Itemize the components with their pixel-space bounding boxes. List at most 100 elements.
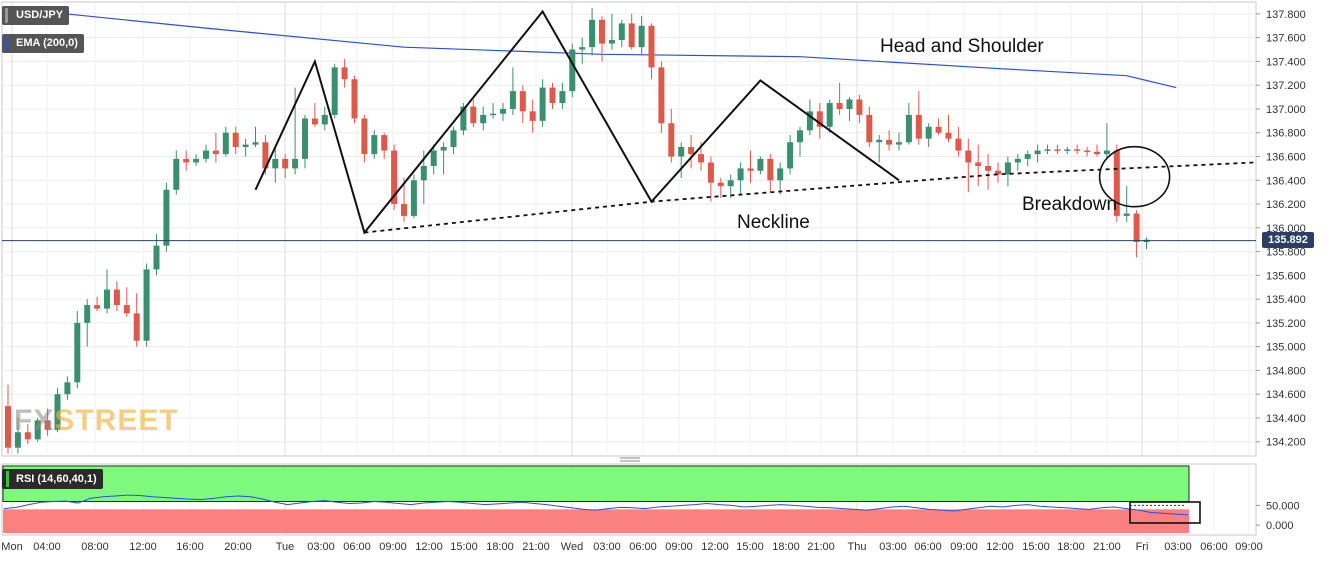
candle-bullish <box>321 114 328 125</box>
candle-bearish <box>1113 150 1120 216</box>
price-tick-label: 135.000 <box>1266 342 1306 354</box>
candle-bearish <box>24 432 31 440</box>
time-tick-label: 09:00 <box>379 541 407 553</box>
time-tick-label: 06:00 <box>914 541 942 553</box>
price-tick-label: 137.000 <box>1266 104 1306 116</box>
time-tick-label: 12:00 <box>701 541 729 553</box>
candle-bullish <box>797 130 803 143</box>
price-tick-label: 134.600 <box>1266 389 1306 401</box>
candle-bullish <box>826 103 833 127</box>
time-tick-label: 12:00 <box>415 541 443 553</box>
candle-bearish <box>985 166 992 171</box>
ema-label: EMA (200,0) <box>16 37 78 49</box>
candle-bullish <box>777 168 784 181</box>
candle-bearish <box>232 132 239 147</box>
rsi-tick-label: 0.000 <box>1266 520 1294 532</box>
candle-bullish <box>1044 149 1051 151</box>
candle-bullish <box>104 289 110 309</box>
rsi-color-bar <box>6 471 9 487</box>
time-tick-label: 03:00 <box>593 541 621 553</box>
candle-bearish <box>391 150 398 205</box>
time-tick-label: 18:00 <box>772 541 800 553</box>
candle-bullish <box>292 158 299 169</box>
time-tick-label: 12:00 <box>129 541 157 553</box>
candle-bearish <box>816 111 823 127</box>
time-tick-label: Thu <box>848 541 867 553</box>
candle-bearish <box>1084 150 1091 153</box>
candle-bearish <box>262 142 269 169</box>
candle-bullish <box>896 142 902 145</box>
watermark-part1: FX <box>14 404 55 437</box>
candle-bullish <box>14 432 21 448</box>
candle-bullish <box>500 108 506 114</box>
candle-bearish <box>935 126 942 133</box>
breakdown-annotation: Breakdown <box>1022 194 1117 215</box>
candle-bullish <box>876 139 883 143</box>
candle-bearish <box>915 114 922 139</box>
head-and-shoulders-outline <box>254 9 900 235</box>
candle-bullish <box>34 420 41 440</box>
time-tick-label: 12:00 <box>986 541 1014 553</box>
symbol-tag[interactable]: USD/JPY <box>2 6 70 25</box>
candle-bullish <box>559 91 566 104</box>
time-tick-label: 18:00 <box>1057 541 1085 553</box>
price-tick-label: 134.200 <box>1266 437 1306 449</box>
rsi-indicator-tag[interactable]: RSI (14,60,40,1) <box>2 469 103 489</box>
candle-bullish <box>1123 213 1130 216</box>
candle-bullish <box>727 180 734 187</box>
time-tick-label: 09:00 <box>665 541 693 553</box>
candle-bearish <box>836 103 843 109</box>
time-tick-label: 15:00 <box>450 541 478 553</box>
price-tick-label: 134.800 <box>1266 365 1306 377</box>
rsi-oversold-zone <box>3 509 1189 534</box>
time-tick-label: 03:00 <box>307 541 335 553</box>
time-tick-label: 09:00 <box>1235 541 1263 553</box>
candle-bearish <box>747 168 754 171</box>
candle-bearish <box>717 182 724 187</box>
candle-bearish <box>1133 213 1140 243</box>
candle-bullish <box>618 23 625 41</box>
candle-bullish <box>490 113 497 116</box>
candle-bullish <box>203 150 209 159</box>
candle-bearish <box>341 67 348 80</box>
candle-bearish <box>767 158 774 181</box>
candle-bullish <box>252 142 259 145</box>
time-tick-label: 21:00 <box>1093 541 1121 553</box>
time-tick-label: 20:00 <box>224 541 252 553</box>
candle-bearish <box>311 118 318 125</box>
candle-bearish <box>381 135 388 151</box>
candle-bullish <box>925 126 932 139</box>
candle-bearish <box>995 170 1001 175</box>
time-tick-label: 03:00 <box>879 541 907 553</box>
candle-bullish <box>74 322 81 383</box>
price-tick-label: 137.600 <box>1266 33 1306 45</box>
candle-bullish <box>905 114 912 143</box>
candle-bearish <box>856 99 863 115</box>
time-tick-label: Tue <box>276 541 295 553</box>
candle-bullish <box>846 99 853 109</box>
ema-color-bar <box>5 36 8 51</box>
fxstreet-watermark: FXSTREET <box>14 404 179 438</box>
time-tick-label: Mon <box>1 541 22 553</box>
candle-bullish <box>1014 158 1021 163</box>
ema-indicator-tag[interactable]: EMA (200,0) <box>2 34 84 53</box>
candle-bullish <box>193 158 200 163</box>
candle-bullish <box>678 146 685 157</box>
time-tick-label: Wed <box>561 541 583 553</box>
candle-bullish <box>589 19 596 48</box>
candle-bullish <box>440 146 447 151</box>
candle-bearish <box>94 305 101 309</box>
time-tick-label: 04:00 <box>33 541 61 553</box>
rsi-tick-label: 50.000 <box>1266 500 1300 512</box>
candle-bearish <box>5 406 11 448</box>
candle-bearish <box>529 111 536 121</box>
candle-bearish <box>886 139 893 145</box>
candle-bearish <box>133 313 140 341</box>
time-tick-label: 09:00 <box>950 541 978 553</box>
candle-bullish <box>539 87 546 121</box>
candle-bearish <box>668 123 675 157</box>
candle-bullish <box>410 180 417 216</box>
candle-bearish <box>955 138 962 151</box>
breakdown-circle <box>1098 145 1171 208</box>
